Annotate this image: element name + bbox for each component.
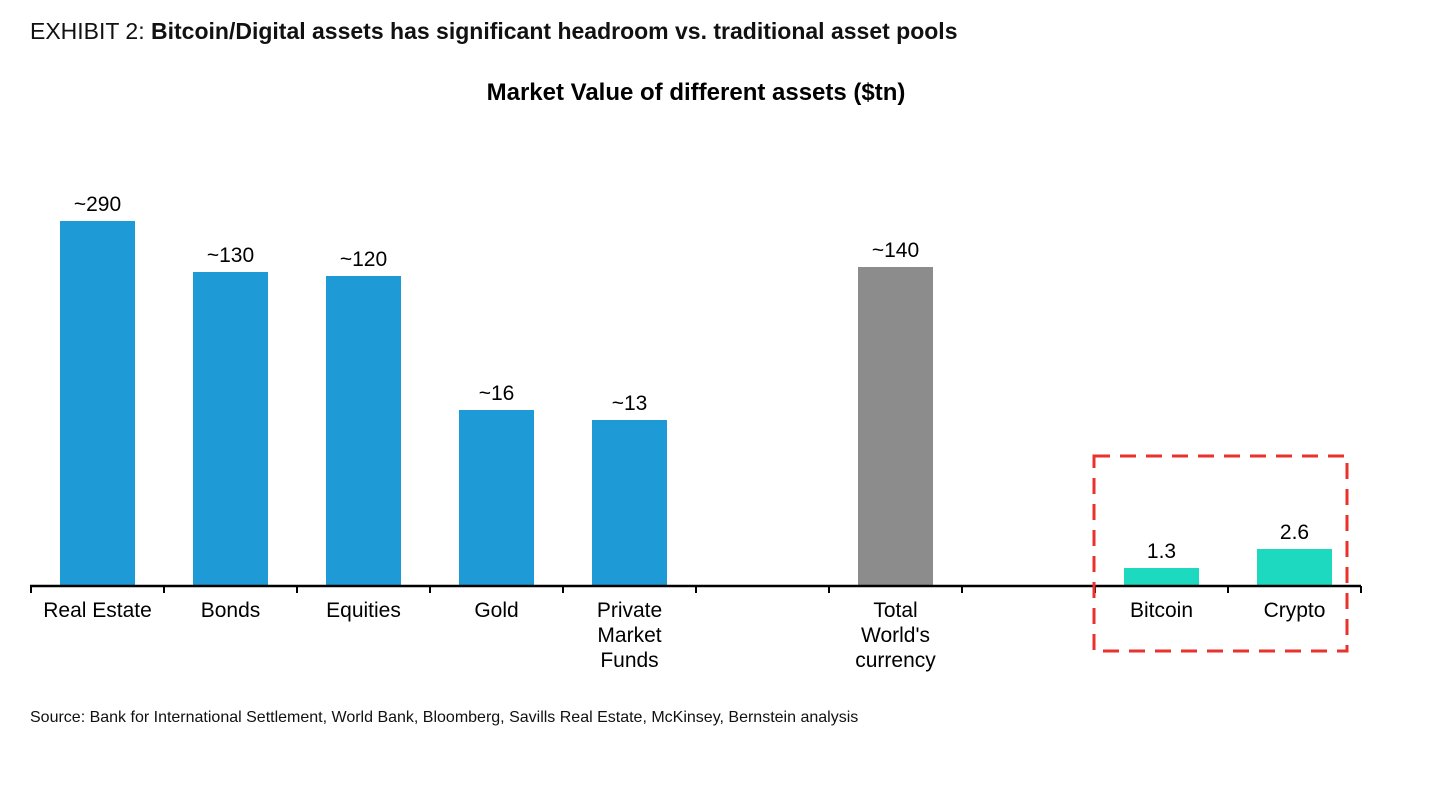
tick-label-bitcoin: Bitcoin [1130, 599, 1193, 622]
source-note: Source: Bank for International Settlemen… [30, 709, 859, 726]
value-labels-layer: ~290 ~130 ~120 ~16 ~13 ~140 1.3 2.6 [74, 193, 1309, 563]
tick-label-line: Bonds [201, 599, 261, 622]
tick-label-line: Crypto [1264, 599, 1326, 622]
value-label-equities: ~120 [340, 248, 387, 271]
tick-label-private-market-funds: Private Market Funds [597, 599, 662, 672]
value-label-bonds: ~130 [207, 244, 254, 267]
value-label-crypto: 2.6 [1280, 521, 1309, 544]
value-label-bitcoin: 1.3 [1147, 540, 1176, 563]
tick-label-real-estate: Real Estate [43, 599, 152, 622]
highlight-layer [1092, 454, 1349, 653]
bar-equities [326, 276, 401, 586]
exhibit-headline: Bitcoin/Digital assets has significant h… [151, 18, 958, 44]
bar-real-estate [60, 221, 135, 586]
value-label-total-world-s-currency: ~140 [872, 239, 919, 262]
tick-label-line: Bitcoin [1130, 599, 1193, 622]
bar-crypto [1257, 549, 1332, 586]
tick-label-line: Real Estate [43, 599, 152, 622]
bar-bitcoin [1124, 568, 1199, 586]
tick-label-line: Private [597, 599, 662, 622]
digital-assets-highlight-box [1092, 454, 1349, 653]
exhibit-title: EXHIBIT 2: Bitcoin/Digital assets has si… [30, 16, 958, 46]
tick-label-total-world-s-currency: Total World's currency [855, 599, 936, 672]
tick-label-line: Gold [474, 599, 518, 622]
value-label-private-market-funds: ~13 [612, 392, 648, 415]
tick-label-bonds: Bonds [201, 599, 261, 622]
tick-label-equities: Equities [326, 599, 401, 622]
value-label-gold: ~16 [479, 382, 515, 405]
x-axis [30, 584, 1362, 593]
bar-bonds [193, 272, 268, 586]
tick-label-line: currency [855, 649, 936, 672]
bar-total-world-s-currency [858, 267, 933, 586]
tick-label-line: Total [873, 599, 917, 622]
value-label-real-estate: ~290 [74, 193, 121, 216]
chart-title: Market Value of different assets ($tn) [486, 79, 906, 106]
tick-label-line: Equities [326, 599, 401, 622]
tick-label-line: Market [597, 624, 661, 647]
bar-gold [459, 410, 534, 586]
bars-layer [60, 221, 1332, 586]
bar-private-market-funds [592, 420, 667, 586]
exhibit-label: EXHIBIT 2: [30, 18, 145, 44]
x-tick-labels: Real Estate Bonds Equities Gold Private Marke… [43, 599, 1325, 672]
bar-chart: ~290 ~130 ~120 ~16 ~13 ~140 1.3 2.6 Real Estate… [30, 193, 1362, 672]
tick-label-line: Funds [600, 649, 658, 672]
tick-label-line: World's [861, 624, 930, 647]
tick-label-crypto: Crypto [1264, 599, 1326, 622]
tick-label-gold: Gold [474, 599, 518, 622]
